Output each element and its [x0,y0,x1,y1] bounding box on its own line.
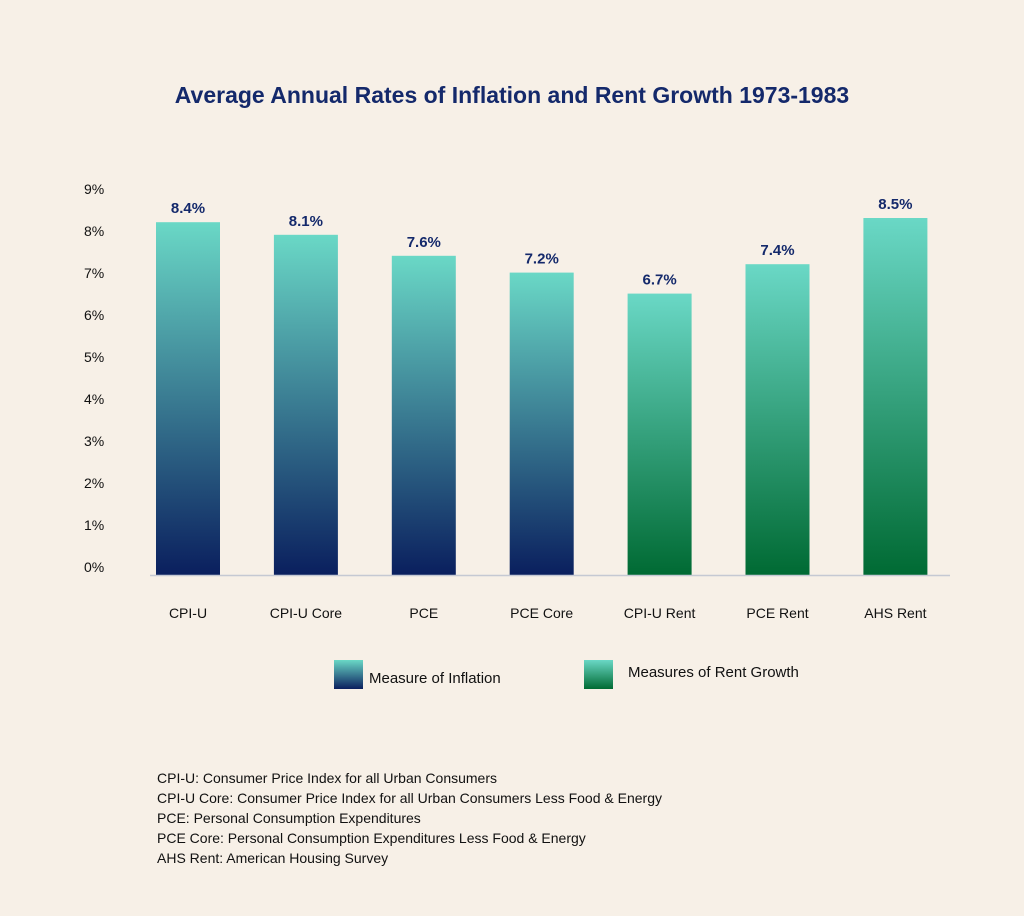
x-tick-label: PCE [409,605,438,621]
bar-cpi-u-core [273,234,338,576]
footnote: PCE: Personal Consumption Expenditures [157,810,421,826]
bar-cpi-u-rent [627,293,692,575]
y-tick-label: 0% [84,559,104,575]
y-tick-label: 7% [84,265,104,281]
y-tick-label: 9% [84,181,104,197]
legend-label: Measures of Rent Growth [628,664,799,681]
legend-item-inflation: Measure of Inflation [334,660,501,689]
legend-swatch-inflation [334,660,363,689]
bar-pce-core [509,272,574,575]
legend-swatch-rent [584,660,613,689]
x-tick-label: PCE Rent [746,605,808,621]
y-tick-label: 8% [84,223,104,239]
x-tick-label: AHS Rent [864,605,926,621]
bar-ahs-rent [863,218,928,575]
y-tick-label: 1% [84,517,104,533]
data-label: 7.6% [407,234,441,251]
footnotes: CPI-U: Consumer Price Index for all Urba… [157,768,662,868]
footnote: AHS Rent: American Housing Survey [157,850,389,866]
y-tick-label: 6% [84,307,104,323]
data-label: 7.4% [760,242,794,259]
data-label: 8.5% [878,196,912,213]
x-tick-label: CPI-U Core [270,605,343,621]
data-label: 8.4% [171,200,205,217]
y-tick-label: 3% [84,433,104,449]
data-label: 6.7% [642,272,676,289]
bar-pce-rent [745,264,810,575]
y-tick-label: 4% [84,391,104,407]
data-label: 8.1% [289,213,323,230]
footnote: CPI-U: Consumer Price Index for all Urba… [157,770,498,786]
legend-label: Measure of Inflation [369,670,501,687]
y-tick-label: 5% [84,349,104,365]
bar-cpi-u [156,222,220,575]
footnote: CPI-U Core: Consumer Price Index for all… [157,790,662,806]
data-label: 7.2% [525,251,559,268]
chart-title: Average Annual Rates of Inflation and Re… [174,82,850,108]
legend-item-rent: Measures of Rent Growth [584,660,799,689]
y-tick-label: 2% [84,475,104,491]
x-tick-label: CPI-U [169,605,207,621]
x-tick-label: PCE Core [510,605,573,621]
footnote: PCE Core: Personal Consumption Expenditu… [157,830,586,846]
x-tick-label: CPI-U Rent [624,605,696,621]
bar-pce [391,255,456,576]
